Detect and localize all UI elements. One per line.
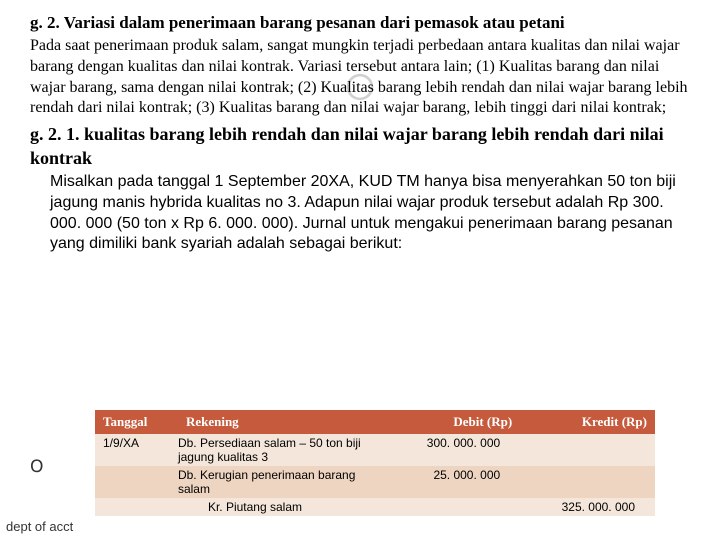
table-row: Db. Kerugian penerimaan barang salam 25.… [95,466,655,498]
cell-kredit [520,466,655,498]
cell-debit: 300. 000. 000 [385,434,520,466]
cell-tanggal: 1/9/XA [95,434,178,466]
paragraph-g21: Misalkan pada tanggal 1 September 20XA, … [30,172,690,255]
col-header-debit: Debit (Rp) [385,410,520,434]
col-header-tanggal: Tanggal [95,410,178,434]
table-row: Kr. Piutang salam 325. 000. 000 [95,498,655,516]
heading-g21-text: g. 2. 1. kualitas barang lebih rendah da… [30,124,664,167]
cell-debit [385,498,520,516]
col-header-kredit: Kredit (Rp) [520,410,655,434]
journal-table: Tanggal Rekening Debit (Rp) Kredit (Rp) … [95,410,655,516]
bullet-icon: ౦ [30,455,44,482]
table-header-row: Tanggal Rekening Debit (Rp) Kredit (Rp) [95,410,655,434]
cell-rekening: Db. Persediaan salam – 50 ton biji jagun… [178,434,385,466]
cell-rekening: Kr. Piutang salam [178,498,385,516]
paragraph-g2-text: Pada saat penerimaan produk salam, sanga… [30,37,688,116]
table-row: 1/9/XA Db. Persediaan salam – 50 ton bij… [95,434,655,466]
cell-rekening: Db. Kerugian penerimaan barang salam [178,466,385,498]
journal-table-wrap: Tanggal Rekening Debit (Rp) Kredit (Rp) … [95,410,655,516]
heading-g21: g. 2. 1. kualitas barang lebih rendah da… [30,123,690,170]
cell-debit: 25. 000. 000 [385,466,520,498]
footer-text: dept of acct [6,519,73,534]
heading-g2: g. 2. Variasi dalam penerimaan barang pe… [30,12,690,34]
paragraph-g2: Pada saat penerimaan produk salam, sanga… [30,36,690,119]
cell-kredit: 325. 000. 000 [520,498,655,516]
cell-tanggal [95,498,178,516]
heading-g2-text: g. 2. Variasi dalam penerimaan barang pe… [30,13,565,32]
paragraph-g21-text: Misalkan pada tanggal 1 September 20XA, … [50,173,676,252]
cell-tanggal [95,466,178,498]
cell-kredit [520,434,655,466]
col-header-rekening: Rekening [178,410,385,434]
document-body: g. 2. Variasi dalam penerimaan barang pe… [0,0,720,255]
